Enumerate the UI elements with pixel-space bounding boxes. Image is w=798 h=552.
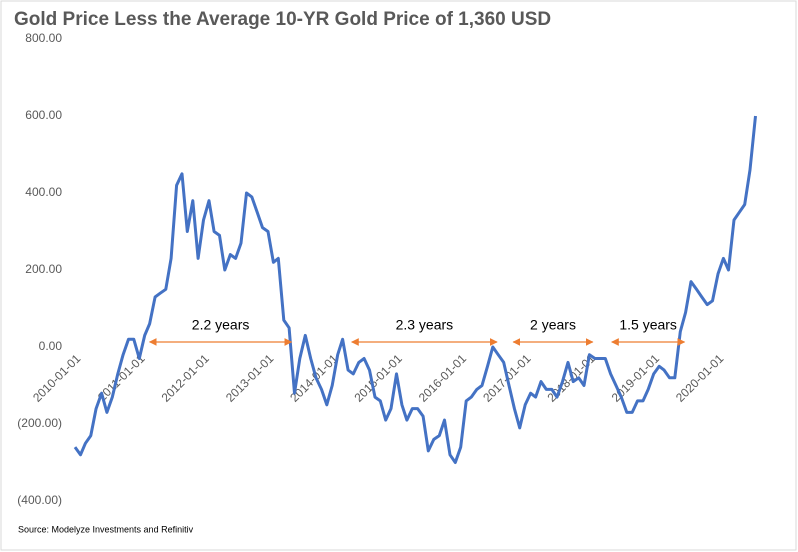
y-tick-label: 0.00 xyxy=(39,339,63,353)
annotation: 2.2 years xyxy=(192,317,250,333)
data-line xyxy=(73,115,757,464)
annotation: 2.3 years xyxy=(396,317,454,333)
y-tick-label: 600.00 xyxy=(25,108,62,122)
y-tick-label: 400.00 xyxy=(25,185,62,199)
y-tick-label: 200.00 xyxy=(25,262,62,276)
y-tick-label: (200.00) xyxy=(17,416,62,430)
annotation: 2 years xyxy=(530,317,576,333)
source: Source: Modelyze Investments and Refinit… xyxy=(18,524,194,534)
y-tick-label: 800.00 xyxy=(25,31,62,45)
y-tick-label: (400.00) xyxy=(17,493,62,507)
chart-title: Gold Price Less the Average 10-YR Gold P… xyxy=(14,9,551,30)
annotation: 1.5 years xyxy=(619,317,677,333)
